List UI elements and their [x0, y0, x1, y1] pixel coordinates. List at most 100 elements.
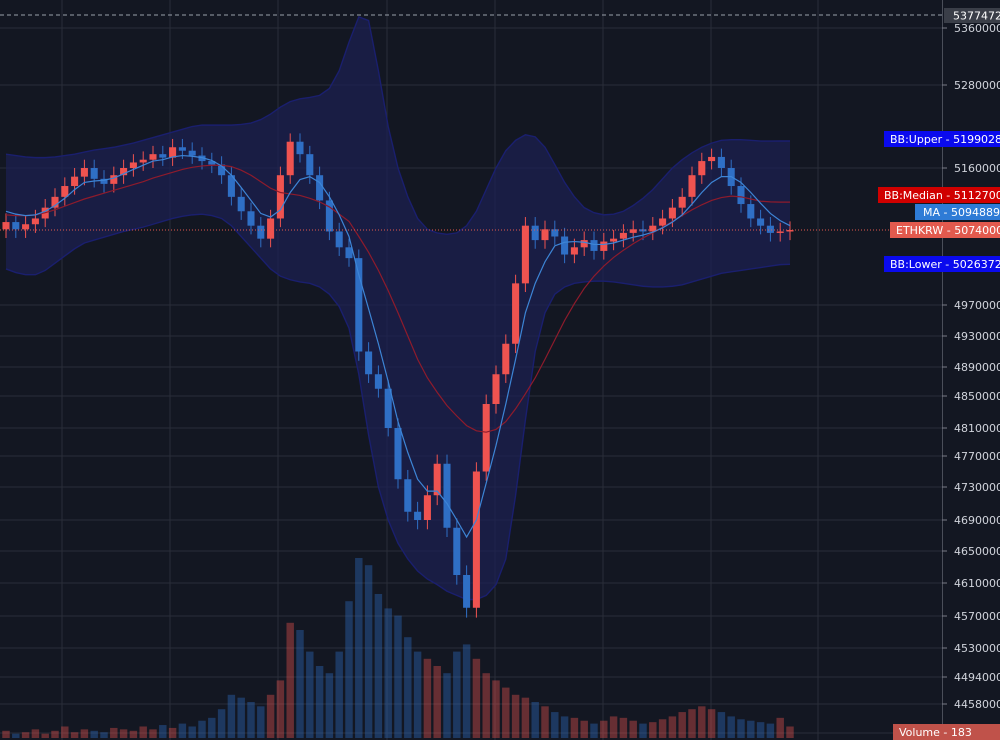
- candle-body: [453, 527, 461, 575]
- candle-body: [159, 154, 167, 158]
- candle-body: [502, 343, 510, 375]
- volume-bar: [521, 697, 530, 738]
- axis-tick-label: 4810000: [954, 422, 1000, 435]
- volume-bar: [227, 694, 236, 738]
- axis-tick-label: 4494000: [954, 671, 1000, 684]
- volume-bar: [609, 716, 618, 738]
- max-price-label: 5377472: [953, 10, 1000, 23]
- volume-bar: [649, 722, 657, 738]
- candle-body: [766, 225, 774, 233]
- candle-body: [561, 236, 569, 255]
- volume-bar: [658, 719, 667, 738]
- volume-bar: [747, 720, 755, 738]
- candle-body: [521, 225, 529, 284]
- volume-bar: [541, 706, 549, 738]
- candle-body: [443, 463, 451, 528]
- axis-tick-label: 5360000: [954, 22, 1000, 35]
- candle-body: [12, 222, 20, 230]
- candle-body: [580, 240, 588, 248]
- candle-body: [345, 247, 353, 259]
- candle-body: [551, 229, 559, 237]
- bb-lower-line: [5, 213, 791, 601]
- candle-body: [394, 428, 402, 480]
- candle-body: [708, 156, 716, 162]
- volume-bar: [443, 673, 451, 738]
- volume-bar: [462, 644, 471, 738]
- candle-body: [414, 511, 422, 520]
- candle-body: [512, 283, 520, 344]
- volume-bar: [433, 666, 441, 738]
- volume-bar: [276, 680, 285, 738]
- candle-body: [531, 225, 539, 241]
- ma-tag-text: MA - 5094889: [923, 206, 1000, 219]
- candle-body: [100, 178, 108, 184]
- candle-body: [463, 575, 471, 608]
- volume-bar: [453, 651, 461, 738]
- volume-bar: [707, 709, 716, 738]
- candle-body: [218, 164, 226, 176]
- price-axis[interactable]: 4418000445800044940004530000457000046100…: [942, 0, 1000, 740]
- volume-bar: [413, 651, 422, 738]
- candle-body: [198, 155, 206, 162]
- candle-body: [2, 222, 10, 230]
- volume-bar: [70, 732, 79, 738]
- bb-lower-tag: [884, 256, 1000, 272]
- candle-body: [668, 207, 676, 219]
- volume-bar: [374, 594, 383, 738]
- candle-body: [178, 147, 186, 151]
- volume-bar: [502, 687, 510, 738]
- axis-tick-label: 4610000: [954, 577, 1000, 590]
- volume-bar: [717, 712, 726, 738]
- volume-bar: [364, 565, 373, 738]
- candle-body: [208, 161, 216, 165]
- volume-bar: [21, 732, 30, 738]
- candle-body: [776, 231, 784, 233]
- candle-body: [169, 147, 177, 158]
- candle-body: [472, 471, 480, 608]
- candle-body: [404, 479, 412, 512]
- axis-tick-label: 4890000: [954, 361, 1000, 374]
- axis-tick-label: 4650000: [954, 545, 1000, 558]
- volume-bar: [325, 673, 334, 738]
- candle-body: [296, 141, 304, 155]
- candle-body: [306, 154, 314, 176]
- candle-body: [71, 176, 79, 187]
- volume-bar: [668, 716, 677, 738]
- volume-bar: [129, 730, 138, 738]
- volume-bar: [570, 717, 579, 738]
- axis-tick-label: 4530000: [954, 642, 1000, 655]
- volume-bar: [688, 709, 696, 738]
- volume-bar: [766, 723, 775, 738]
- volume-bar: [90, 730, 98, 738]
- volume-bar: [188, 726, 196, 738]
- volume-bar: [423, 658, 432, 738]
- candle-body: [335, 231, 343, 248]
- volume-bar: [41, 733, 49, 738]
- volume-tag: [893, 724, 1000, 740]
- volume-bar: [100, 732, 108, 738]
- volume-bar: [492, 680, 500, 738]
- candle-body: [51, 196, 59, 208]
- volume-bar: [482, 673, 490, 738]
- volume-bar: [590, 723, 598, 738]
- candle-body: [80, 168, 88, 177]
- candle-body: [737, 186, 745, 205]
- axis-tick-label: 4850000: [954, 390, 1000, 403]
- last-price-tag-text: ETHKRW - 5074000: [896, 224, 1000, 237]
- candle-body: [237, 196, 245, 212]
- candle-body: [267, 218, 275, 239]
- volume-bar: [472, 658, 481, 738]
- candle-body: [188, 150, 196, 156]
- candle-body: [610, 238, 618, 242]
- volume-bar: [110, 727, 118, 738]
- volume-bar: [394, 615, 402, 738]
- candle-body: [600, 241, 608, 251]
- last-price-tag: [890, 222, 1000, 238]
- candle-body: [365, 351, 373, 375]
- volume-bar: [198, 720, 206, 738]
- candle-body: [629, 229, 637, 233]
- volume-bar: [404, 637, 412, 738]
- candle-body: [257, 225, 265, 239]
